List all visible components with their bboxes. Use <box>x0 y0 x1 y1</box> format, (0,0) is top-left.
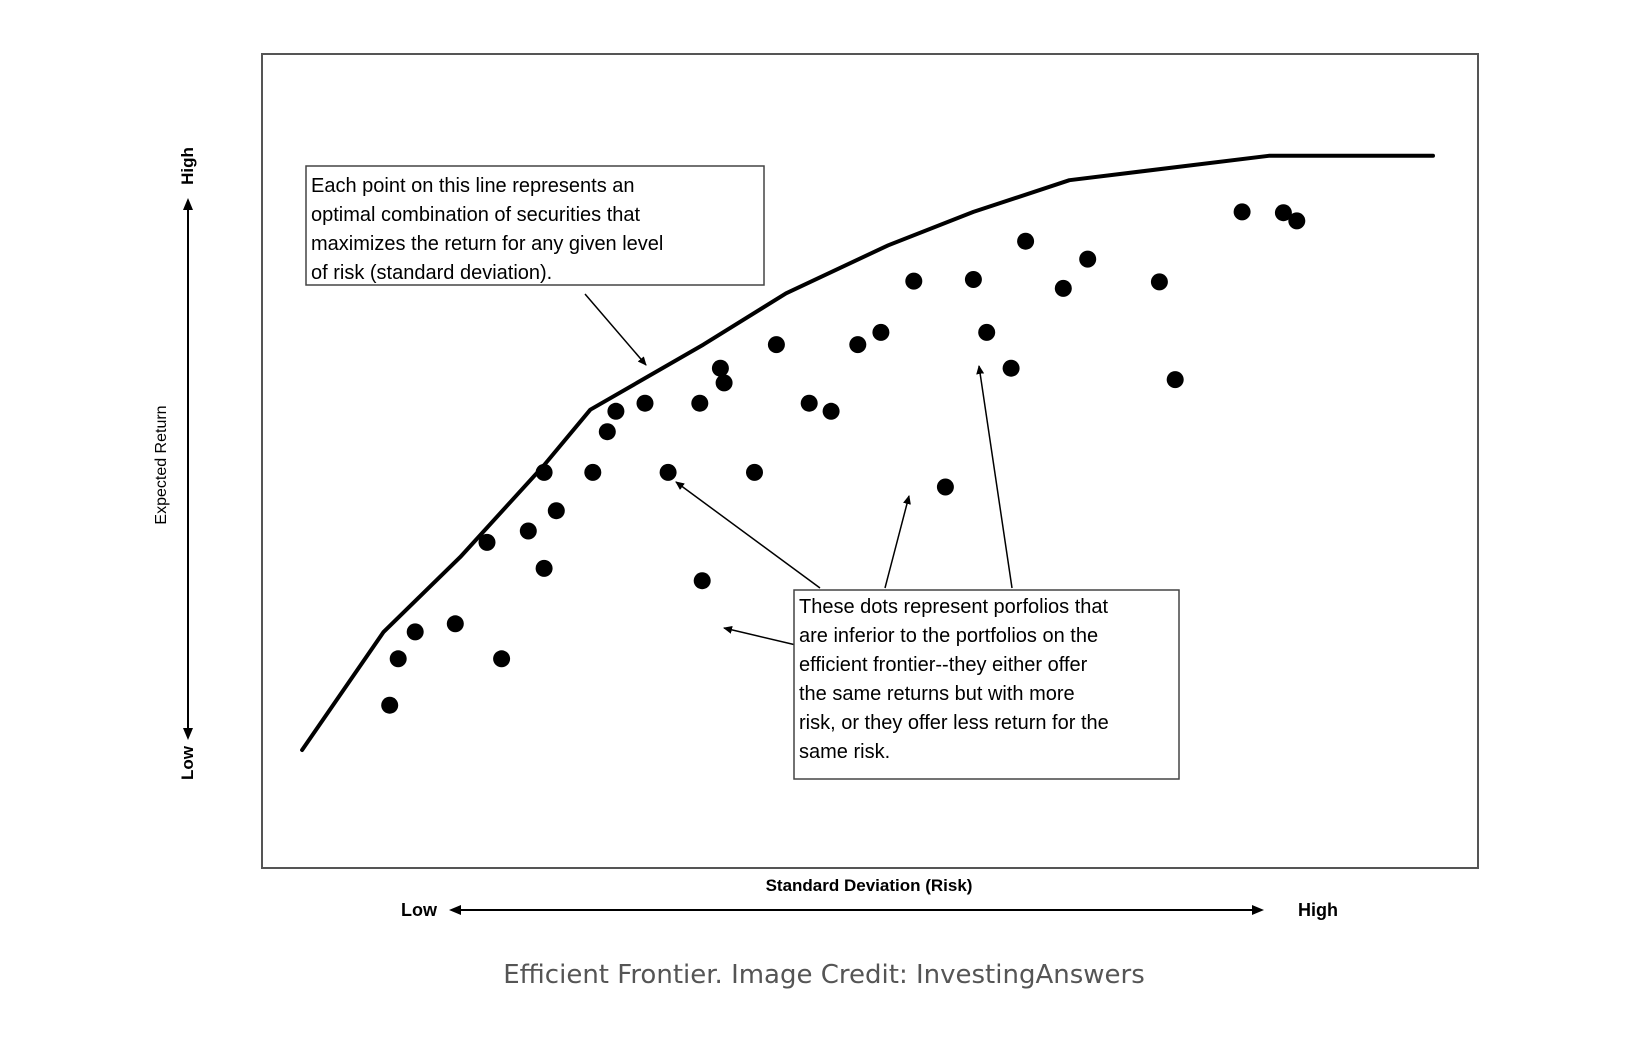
portfolio-dot <box>1233 203 1251 221</box>
portfolio-dot <box>1017 232 1035 250</box>
frontier-note: Each point on this line represents an op… <box>305 165 765 286</box>
frontier-note-line: of risk (standard deviation). <box>311 262 552 284</box>
dots-note-line: are inferior to the portfolios on the <box>799 625 1098 647</box>
portfolio-dot <box>964 271 982 288</box>
portfolio-dot <box>693 572 711 590</box>
frontier-layer <box>300 153 1435 752</box>
portfolio-dot <box>746 463 763 481</box>
portfolio-dot <box>478 533 496 551</box>
portfolio-dot <box>493 650 511 668</box>
x-axis-arrowhead-left <box>449 905 461 915</box>
portfolio-dot <box>584 463 602 481</box>
efficient-frontier-line <box>300 153 1435 752</box>
portfolio-dot <box>1288 212 1306 230</box>
portfolio-dot <box>905 272 923 290</box>
dots-note-line: efficient frontier--they either offer <box>799 654 1088 676</box>
frontier-note-line: optimal combination of securities that <box>311 204 640 226</box>
portfolio-dot <box>849 336 867 354</box>
frontier-note-line: Each point on this line represents an <box>311 175 635 197</box>
dots-note-line: risk, or they offer less return for the <box>799 712 1109 734</box>
portfolio-dots <box>381 203 1306 714</box>
y-axis-arrowhead-down <box>183 728 193 740</box>
portfolio-dot <box>519 522 537 540</box>
portfolio-dot <box>547 502 565 520</box>
frontier-note-arrow <box>584 293 647 366</box>
x-axis-arrowhead-right <box>1252 905 1264 915</box>
x-axis-low-label: Low <box>401 900 438 920</box>
portfolio-dot <box>691 394 709 412</box>
portfolio-dot <box>1274 204 1292 222</box>
portfolio-dot <box>1002 359 1020 377</box>
y-axis-title: Expected Return <box>153 405 170 524</box>
portfolio-dot <box>535 463 553 481</box>
y-axis-arrowhead-up <box>183 198 193 210</box>
y-axis-high-label: High <box>178 147 197 185</box>
portfolio-dot <box>978 323 996 341</box>
figure-caption: Efficient Frontier. Image Credit: Invest… <box>503 960 1145 990</box>
portfolio-dot <box>936 478 954 496</box>
portfolio-dot <box>381 696 399 714</box>
portfolio-dot <box>800 394 818 412</box>
dots-note: These dots represent porfolios that are … <box>793 589 1180 780</box>
portfolio-dot <box>1150 273 1168 291</box>
dots-note-arrow-3 <box>976 365 1013 589</box>
dots-note-line: same risk. <box>799 741 890 763</box>
x-axis-high-label: High <box>1298 900 1338 920</box>
x-axis-title: Standard Deviation (Risk) <box>766 876 973 895</box>
portfolio-dot <box>636 394 654 412</box>
y-axis-low-label: Low <box>178 745 197 780</box>
portfolio-dot <box>711 359 729 377</box>
dots-note-arrow-1 <box>675 481 821 589</box>
dots-note-arrow-4 <box>723 625 797 646</box>
portfolio-dot <box>767 336 785 354</box>
portfolio-dot <box>1079 250 1097 268</box>
portfolio-dot <box>598 423 616 441</box>
portfolio-dot <box>389 650 407 668</box>
dots-note-line: These dots represent porfolios that <box>799 596 1109 618</box>
portfolio-dot <box>822 402 840 420</box>
portfolio-dot <box>872 323 890 341</box>
portfolio-dot <box>446 615 464 633</box>
portfolio-dot <box>535 559 553 577</box>
portfolio-dot <box>406 623 424 641</box>
dots-note-line: the same returns but with more <box>799 683 1075 705</box>
portfolio-dot <box>1054 279 1072 297</box>
dots-note-arrow-2 <box>884 495 911 589</box>
portfolio-dot <box>659 463 677 481</box>
portfolio-dot <box>1166 371 1184 389</box>
portfolio-dot <box>715 374 733 392</box>
portfolio-dot <box>607 402 625 420</box>
frontier-note-line: maximizes the return for any given level <box>311 233 663 255</box>
